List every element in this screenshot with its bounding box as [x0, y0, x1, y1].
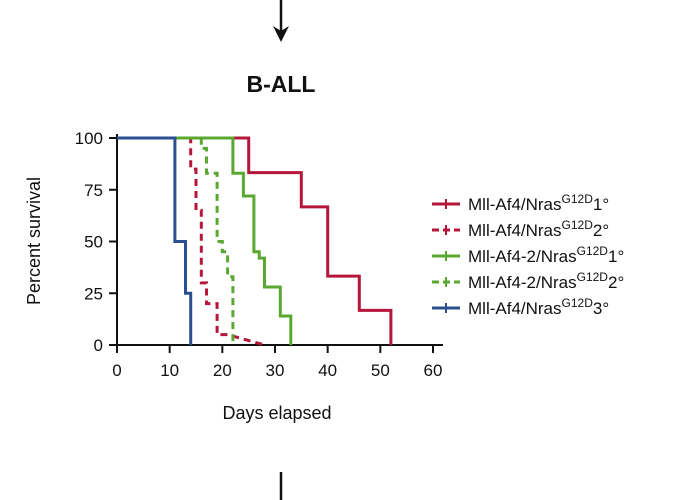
y-axis-label: Percent survival — [24, 177, 44, 305]
series-line-1 — [117, 136, 393, 345]
y-tick-label: 25 — [84, 284, 103, 303]
y-tick-label: 75 — [84, 181, 103, 200]
x-tick-label: 60 — [424, 361, 443, 380]
top-arrow — [273, 0, 289, 42]
x-tick-label: 50 — [371, 361, 390, 380]
x-tick-label: 30 — [266, 361, 285, 380]
x-axis-label: Days elapsed — [222, 403, 331, 423]
legend-label: Mll-Af4/NrasG12D1° — [468, 192, 609, 214]
legend: Mll-Af4/NrasG12D1° Mll-Af4/NrasG12D2° Mll-… — [432, 192, 624, 318]
legend-label: Mll-Af4-2/NrasG12D2° — [468, 270, 624, 292]
chart-title: B-ALL — [247, 71, 316, 97]
legend-label: Mll-Af4/NrasG12D2° — [468, 218, 609, 240]
series-layer — [117, 136, 393, 347]
legend-label: Mll-Af4-2/NrasG12D1° — [468, 244, 624, 266]
y-tick-label: 0 — [94, 336, 103, 355]
y-tick-label: 100 — [75, 129, 103, 148]
series-line-3 — [117, 136, 293, 345]
x-tick-label: 10 — [160, 361, 179, 380]
series-line-2 — [117, 136, 265, 347]
y-tick-label: 50 — [84, 233, 103, 252]
legend-label: Mll-Af4/NrasG12D3° — [468, 296, 609, 318]
series-line-5 — [117, 136, 193, 345]
x-tick-label: 0 — [112, 361, 121, 380]
x-tick-label: 20 — [213, 361, 232, 380]
axes: 0 10 20 30 40 50 60 0 25 50 75 100 — [75, 129, 443, 380]
x-tick-label: 40 — [318, 361, 337, 380]
